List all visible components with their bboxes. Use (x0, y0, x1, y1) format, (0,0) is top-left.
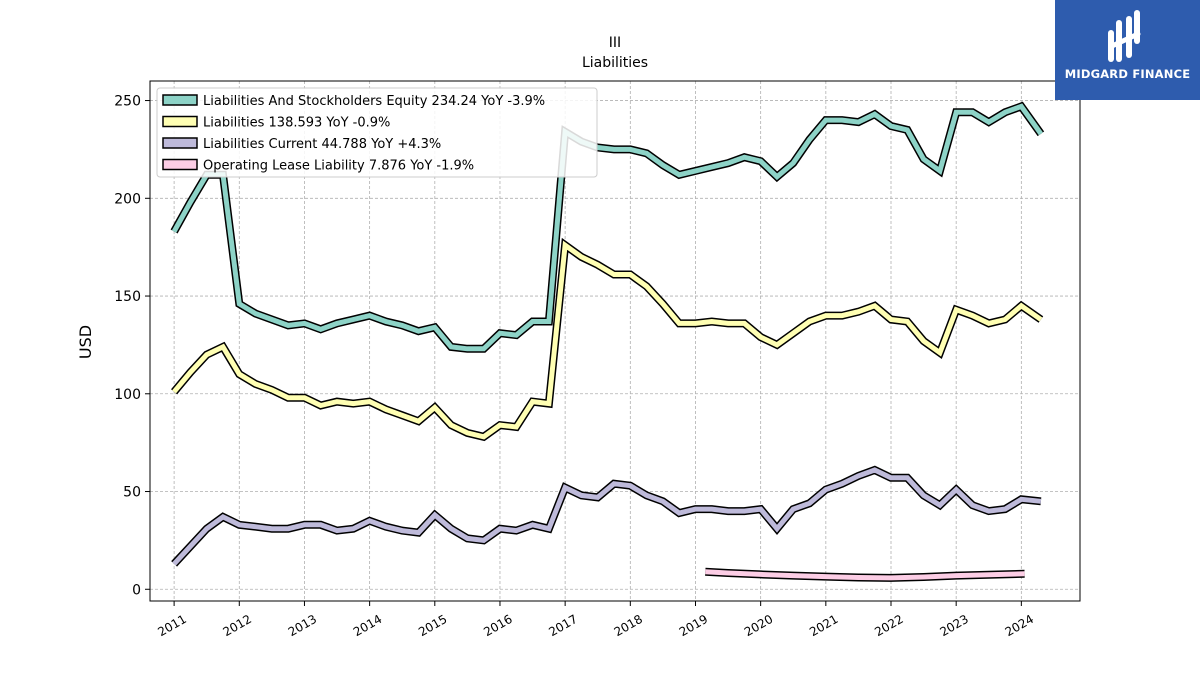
y-tick-label: 250 (114, 94, 141, 110)
legend-label: Liabilities 138.593 YoY -0.9% (203, 116, 390, 131)
legend-swatch (162, 115, 198, 128)
legend-label: Liabilities And Stockholders Equity 234.… (203, 94, 545, 109)
legend-label: Operating Lease Liability 7.876 YoY -1.9… (203, 159, 474, 174)
x-tick-label: 2019 (677, 612, 710, 639)
x-tick-label: 2013 (286, 612, 319, 639)
series-4 (705, 567, 1025, 582)
plot-frame (149, 80, 1081, 602)
y-tick-label: 0 (132, 582, 141, 598)
x-tick-label: 2014 (351, 612, 384, 639)
series-line (172, 240, 1043, 440)
logo-mark-icon (1108, 10, 1141, 62)
brand-logo: MIDGARD FINANCE (1055, 0, 1200, 100)
x-tick-label: 2022 (872, 612, 905, 639)
x-tick-label: 2015 (416, 612, 449, 639)
y-axis-label: USD (76, 325, 95, 359)
x-tick-label: 2012 (221, 612, 254, 639)
series-line (172, 467, 1042, 566)
series-layer (170, 101, 1045, 582)
x-tick-label: 2011 (155, 612, 188, 639)
legend: Liabilities And Stockholders Equity 234.… (156, 87, 598, 178)
series-line (171, 103, 1043, 352)
x-tick-label: 2017 (546, 612, 579, 639)
legend-swatch (162, 158, 198, 171)
legend-swatch (162, 137, 198, 149)
legend-label: Liabilities Current 44.788 YoY +4.3% (203, 137, 441, 152)
chart-subtitle: Liabilities (582, 55, 648, 71)
x-tick-label: 2021 (807, 612, 840, 639)
chart-title: III (609, 35, 621, 51)
y-tick-label: 150 (114, 289, 141, 305)
x-tick-label: 2024 (1003, 612, 1036, 639)
series-2 (171, 237, 1044, 442)
x-tick-label: 2023 (937, 612, 970, 639)
x-tick-label: 2020 (742, 612, 775, 639)
y-tick-label: 100 (114, 387, 141, 403)
legend-box (156, 87, 598, 178)
legend-swatch (162, 94, 198, 106)
x-tick-label: 2016 (481, 612, 514, 639)
series-line (705, 569, 1025, 581)
y-tick-label: 200 (114, 191, 141, 207)
logo-text: MIDGARD FINANCE (1064, 67, 1191, 81)
series-3 (171, 465, 1042, 567)
x-tick-label: 2018 (612, 612, 645, 639)
y-tick-label: 50 (123, 485, 141, 501)
series-1 (170, 101, 1045, 353)
